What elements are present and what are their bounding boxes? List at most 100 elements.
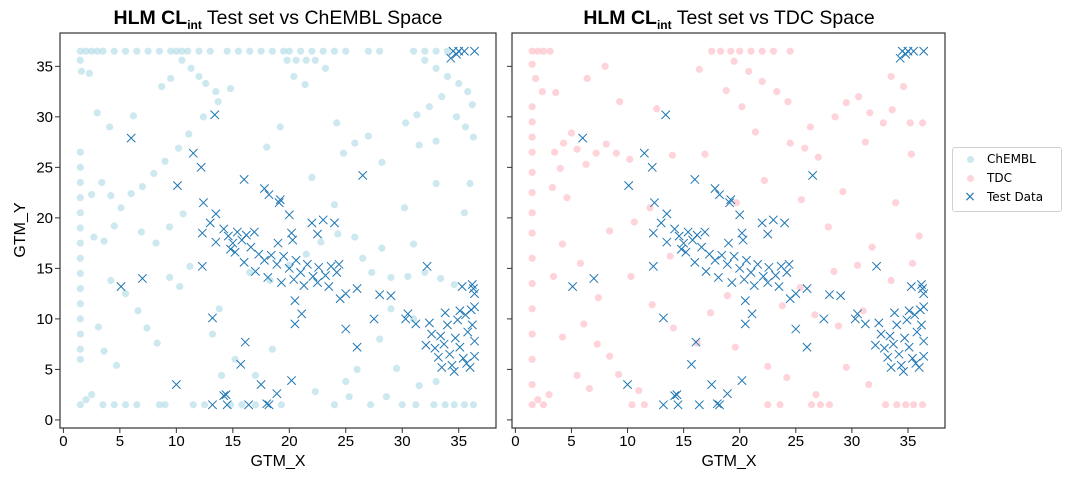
test-data-point	[196, 162, 206, 172]
test-data-point	[784, 259, 794, 269]
chembl-point	[155, 47, 163, 55]
tdc-point	[906, 119, 914, 127]
test-data-point	[568, 282, 578, 292]
chembl-point	[94, 323, 103, 331]
test-data-point	[900, 333, 910, 343]
chembl-point	[88, 191, 96, 199]
test-data-point	[727, 277, 737, 288]
test-data-point	[445, 349, 455, 359]
x-tick-label: 0	[59, 433, 67, 450]
test-data-point	[735, 263, 745, 273]
chembl-point	[276, 123, 284, 131]
test-data-point	[648, 261, 658, 271]
test-data-point	[662, 209, 672, 219]
chembl-point	[296, 47, 305, 55]
chembl-point	[333, 119, 341, 127]
tdc-point	[732, 199, 740, 207]
test-data-point	[437, 362, 447, 372]
chembl-point	[311, 56, 319, 64]
y-tick-label: 25	[36, 159, 53, 176]
test-data-point	[758, 271, 768, 282]
test-data-point	[904, 306, 914, 316]
test-data-point	[223, 231, 233, 241]
tdc-point	[773, 87, 781, 96]
tdc-point	[855, 93, 863, 101]
test-data-point	[860, 319, 870, 329]
test-data-point	[453, 315, 463, 325]
chembl-point	[311, 388, 319, 396]
axes-frame	[511, 32, 946, 429]
chembl-point	[110, 47, 118, 55]
test-data-point	[888, 339, 898, 349]
test-data-point	[874, 318, 884, 328]
test-data-point	[672, 390, 682, 400]
tdc-point	[556, 164, 564, 172]
chembl-point	[98, 178, 106, 187]
chembl-point	[301, 80, 309, 89]
tdc-point	[666, 252, 674, 260]
x-tick-label: 5	[116, 433, 124, 450]
legend: ChEMBL TDC × Test Data	[952, 147, 1062, 212]
tdc-point	[859, 307, 867, 315]
chembl-point	[330, 47, 339, 55]
tdc-point	[796, 283, 804, 292]
chembl-point	[441, 401, 449, 409]
chembl-point	[121, 290, 130, 298]
test-data-point	[802, 342, 812, 352]
test-data-point	[197, 228, 207, 238]
test-data-point	[241, 230, 251, 240]
test-data-point	[774, 282, 784, 292]
chembl-point	[268, 47, 276, 55]
chembl-point	[409, 47, 418, 55]
test-data-point	[469, 351, 480, 361]
chembl-point	[450, 280, 458, 289]
chembl-point	[76, 194, 84, 202]
test-data-point	[919, 336, 929, 346]
chembl-point	[342, 377, 350, 386]
test-data-point	[791, 324, 801, 334]
tdc-point	[640, 401, 648, 409]
chembl-point	[76, 284, 84, 293]
chembl-point	[421, 47, 429, 55]
tdc-point	[769, 47, 777, 55]
chembl-point	[330, 401, 339, 409]
chembl-point	[246, 47, 254, 55]
test-data-point	[455, 306, 465, 316]
test-data-point	[895, 53, 905, 63]
test-data-point	[729, 251, 739, 261]
tdc-point	[887, 276, 895, 285]
test-data-point	[768, 215, 778, 225]
chembl-point	[368, 268, 376, 277]
tdc-point	[567, 129, 576, 137]
tdc-point	[538, 87, 546, 96]
test-data-point	[447, 360, 457, 370]
chembl-point	[432, 137, 440, 145]
tdc-point	[602, 140, 610, 148]
chembl-point	[319, 47, 327, 55]
test-data-point	[676, 244, 686, 254]
chembl-point	[437, 274, 445, 283]
chembl-point	[161, 157, 169, 165]
tdc-point	[546, 47, 554, 55]
chembl-point	[76, 254, 84, 262]
test-data-point	[622, 380, 633, 390]
chembl-point	[76, 315, 84, 323]
chembl-point	[469, 133, 478, 141]
test-data-point	[683, 227, 693, 237]
chembl-point	[215, 305, 223, 313]
chembl-point	[167, 47, 175, 55]
tdc-point	[605, 227, 614, 235]
test-data-point	[692, 230, 702, 240]
test-data-point	[904, 342, 914, 352]
tdc-point	[899, 82, 908, 91]
chembl-point	[317, 238, 325, 246]
tdc-point	[722, 86, 730, 95]
chembl-point	[110, 401, 118, 409]
test-data-point	[352, 342, 362, 352]
test-data-point	[725, 198, 735, 208]
chembl-point	[144, 47, 152, 55]
chembl-point	[127, 190, 135, 198]
test-data-point	[207, 313, 218, 323]
test-data-point	[291, 255, 301, 265]
tdc-point	[893, 401, 901, 409]
